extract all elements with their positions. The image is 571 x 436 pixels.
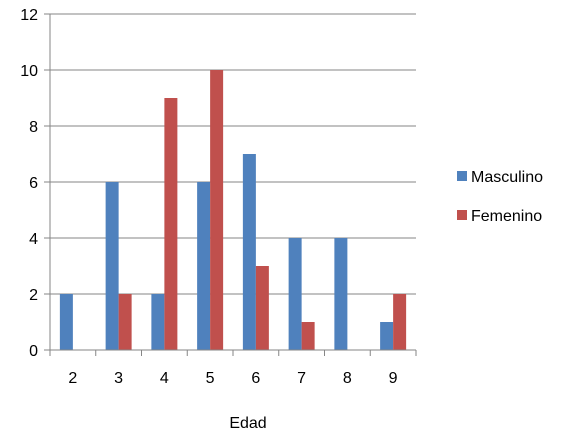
legend-label: Femenino [471, 208, 542, 225]
bar-masculino-4 [151, 294, 165, 350]
x-tick-label: 2 [68, 370, 77, 387]
x-tick-labels: 2 3 4 5 6 7 8 9 [68, 370, 397, 387]
bar-femenino-4 [164, 98, 178, 350]
bar-masculino-6 [242, 154, 256, 350]
x-tick-label: 6 [251, 370, 260, 387]
y-tick-label: 10 [20, 63, 38, 80]
bar-femenino-5 [210, 70, 224, 350]
y-tick-labels: 0 2 4 6 8 10 12 [20, 7, 38, 360]
bar-femenino-7 [301, 322, 315, 350]
bar-femenino-6 [255, 266, 269, 350]
legend: Masculino Femenino [457, 169, 543, 225]
bar-masculino-9 [380, 322, 394, 350]
x-tick-label: 3 [114, 370, 123, 387]
gridlines [44, 13, 416, 351]
legend-label: Masculino [471, 169, 543, 186]
bar-masculino-8 [334, 238, 348, 350]
y-tick-label: 2 [29, 287, 38, 304]
x-tick-label: 5 [206, 370, 215, 387]
legend-item-masculino: Masculino [457, 169, 543, 186]
bar-femenino-9 [393, 294, 407, 350]
legend-item-femenino: Femenino [457, 208, 542, 225]
bar-masculino-3 [105, 182, 119, 350]
x-tick-label: 8 [343, 370, 352, 387]
x-tick-label: 4 [160, 370, 169, 387]
axes [49, 14, 417, 356]
bar-masculino-2 [59, 294, 73, 350]
legend-swatch [457, 210, 467, 220]
x-axis-title: Edad [229, 415, 266, 432]
y-tick-label: 0 [29, 343, 38, 360]
y-tick-label: 8 [29, 119, 38, 136]
bars [59, 70, 407, 350]
x-tick-label: 9 [389, 370, 398, 387]
y-tick-label: 12 [20, 7, 38, 24]
bar-masculino-5 [197, 182, 211, 350]
legend-swatch [457, 171, 467, 181]
y-tick-label: 6 [29, 175, 38, 192]
bar-femenino-3 [118, 294, 132, 350]
x-tick-label: 7 [297, 370, 306, 387]
bar-masculino-7 [288, 238, 302, 350]
y-tick-label: 4 [29, 231, 38, 248]
